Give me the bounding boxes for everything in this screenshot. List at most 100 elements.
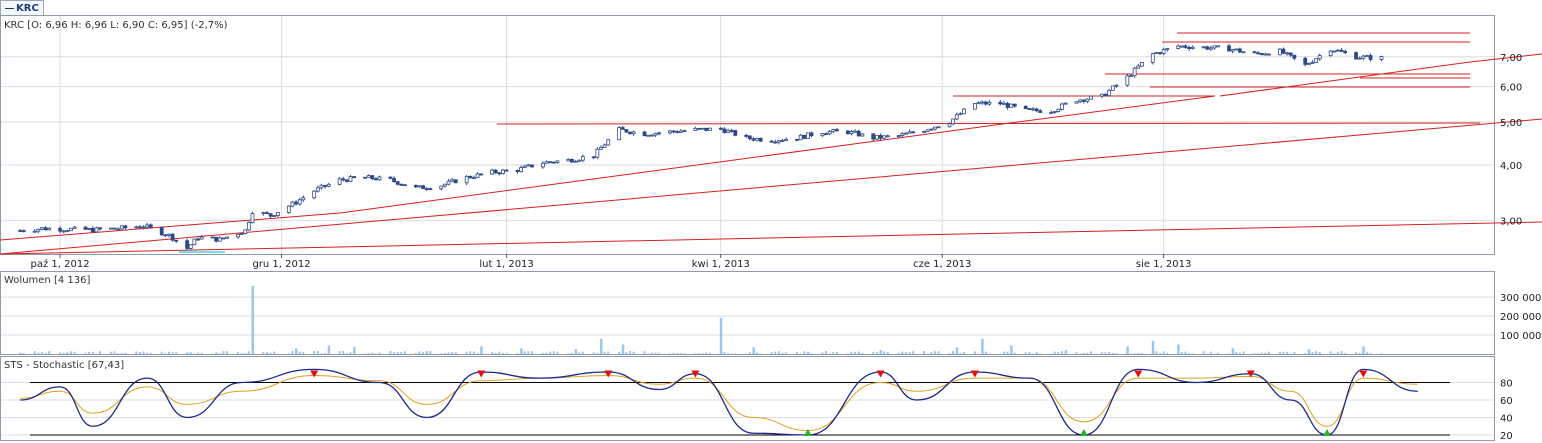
candle-body bbox=[192, 238, 197, 246]
volume-bar bbox=[135, 351, 138, 354]
date-tick-label: sie 1, 2013 bbox=[1136, 259, 1192, 270]
candle-body bbox=[421, 185, 425, 190]
volume-bar bbox=[33, 351, 36, 354]
volume-tick-label: 100 000 bbox=[1500, 331, 1541, 342]
ticker-tab[interactable]: KRC bbox=[0, 0, 44, 16]
volume-bar bbox=[1278, 351, 1281, 354]
sell-signal-marker bbox=[876, 370, 885, 378]
volume-bar bbox=[240, 353, 243, 354]
candle-body bbox=[1027, 108, 1032, 110]
candle-body bbox=[1060, 103, 1064, 110]
candle-body bbox=[526, 164, 531, 167]
volume-bar bbox=[1329, 351, 1332, 354]
volume-bar bbox=[1086, 352, 1089, 354]
volume-bar bbox=[447, 352, 450, 354]
candle-body bbox=[668, 130, 672, 134]
volume-bar bbox=[327, 345, 331, 354]
volume-bar bbox=[59, 352, 62, 354]
candle-body bbox=[933, 126, 937, 130]
volume-bar bbox=[1267, 351, 1270, 354]
volume-bar bbox=[1104, 352, 1107, 354]
candle-body bbox=[835, 129, 839, 132]
volume-bar bbox=[291, 351, 294, 354]
volume-bar bbox=[683, 353, 686, 354]
candle-body bbox=[326, 183, 331, 187]
volume-bar bbox=[1380, 353, 1383, 354]
candle-body bbox=[1107, 89, 1112, 97]
volume-bar bbox=[91, 351, 94, 354]
candle-body bbox=[1227, 45, 1231, 52]
candle-body bbox=[90, 228, 95, 233]
price-tick-label: 6,00 bbox=[1500, 83, 1522, 94]
candle-body bbox=[413, 184, 418, 188]
candle-body bbox=[370, 175, 375, 180]
volume-bar bbox=[1231, 348, 1235, 354]
volume-bar bbox=[1050, 353, 1053, 354]
volume-bar bbox=[396, 351, 399, 354]
candle-body bbox=[1002, 103, 1006, 105]
volume-bar bbox=[578, 352, 581, 354]
volume-bar bbox=[883, 351, 886, 354]
volume-bar bbox=[1024, 352, 1027, 354]
scroll-indicator[interactable] bbox=[179, 251, 225, 253]
volume-bar bbox=[425, 351, 429, 354]
candle-body bbox=[617, 127, 622, 141]
volume-bar bbox=[607, 351, 610, 354]
volume-gridlines bbox=[1, 296, 1494, 336]
candle-body bbox=[860, 133, 865, 137]
volume-bar bbox=[770, 352, 773, 354]
candle-body bbox=[464, 175, 469, 184]
candle-body bbox=[878, 135, 883, 139]
candle-body bbox=[424, 188, 429, 191]
volume-bar bbox=[269, 352, 272, 354]
candle-body bbox=[403, 184, 407, 187]
candle-body bbox=[824, 133, 828, 136]
candle-body bbox=[446, 180, 451, 185]
candle-body bbox=[148, 224, 153, 228]
candle-body bbox=[312, 190, 317, 199]
volume-bar bbox=[222, 351, 225, 354]
candle-body bbox=[591, 156, 596, 159]
candle-body bbox=[780, 140, 785, 142]
candle-body bbox=[907, 131, 912, 134]
volume-bar bbox=[1344, 352, 1347, 354]
volume-bar bbox=[1340, 351, 1343, 354]
candle-body bbox=[428, 188, 433, 191]
candle-body bbox=[1056, 108, 1061, 112]
volume-bar bbox=[37, 352, 40, 354]
candle-body bbox=[620, 127, 625, 130]
candle-body bbox=[472, 177, 476, 180]
volume-bar bbox=[959, 353, 962, 354]
candle-body bbox=[599, 147, 603, 150]
volume-bar bbox=[1090, 351, 1093, 354]
volume-bar bbox=[1282, 351, 1285, 354]
candle-body bbox=[1205, 46, 1210, 50]
candle-body bbox=[809, 132, 814, 137]
candle-body bbox=[1103, 93, 1108, 97]
candle-body bbox=[925, 129, 930, 132]
volume-bar bbox=[338, 351, 341, 354]
volume-bar bbox=[654, 352, 657, 354]
candle-body bbox=[163, 234, 168, 237]
volume-bar bbox=[1369, 353, 1372, 354]
candle-body bbox=[272, 215, 277, 217]
candle-body bbox=[98, 227, 102, 230]
candle-body bbox=[871, 133, 876, 140]
volume-bar bbox=[1057, 352, 1060, 354]
candle-body bbox=[246, 222, 251, 231]
candle-body bbox=[671, 130, 676, 133]
candle-body bbox=[315, 187, 320, 192]
candle-body bbox=[773, 141, 778, 144]
volume-bar bbox=[861, 352, 864, 354]
candle-body bbox=[501, 169, 505, 174]
candle-body bbox=[555, 160, 560, 163]
volume-bar bbox=[451, 351, 454, 354]
candle-body bbox=[646, 134, 651, 137]
candle-body bbox=[439, 185, 444, 190]
date-axis: paź 1, 2012 gru 1, 2012 lut 1, 2013 kwi 1, … bbox=[31, 254, 1192, 270]
volume-bar bbox=[146, 352, 149, 354]
volume-bar bbox=[66, 352, 69, 354]
volume-bar bbox=[1140, 353, 1143, 354]
candle-body bbox=[1241, 51, 1246, 54]
volume-bar bbox=[930, 352, 933, 354]
